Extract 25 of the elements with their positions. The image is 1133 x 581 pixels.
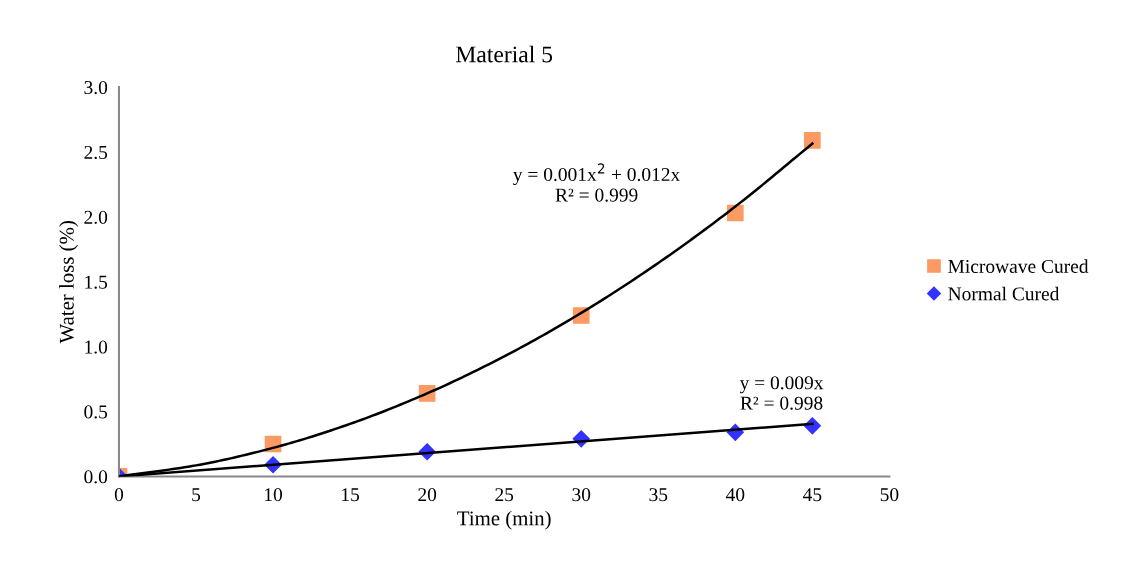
y-tick-label: 3.0 xyxy=(84,80,108,95)
x-tick-label: 15 xyxy=(342,488,360,502)
x-tick-label: 10 xyxy=(265,488,283,502)
annotation: y = 0.009x R² = 0.998 xyxy=(739,376,824,410)
annotation: y = 0.001x$^{2}$ + 0.012x R² = 0.999 xyxy=(513,163,681,202)
x-tick-label: 20 xyxy=(418,488,437,502)
y-axis-title: Water loss (%) xyxy=(59,221,78,344)
x-axis-title: Time (min) xyxy=(457,510,551,530)
x-tick-label: 5 xyxy=(192,488,201,502)
x-tick-label: 25 xyxy=(495,488,514,502)
y-tick-label: 1.0 xyxy=(85,340,108,354)
chart-title: Material 5 xyxy=(456,45,553,63)
x-tick-label: 40 xyxy=(725,488,745,502)
x-tick-label: 45 xyxy=(803,488,822,502)
legend-label: Microwave Cured xyxy=(948,259,1089,273)
x-tick-label: 35 xyxy=(649,488,668,502)
y-tick-label: 0.5 xyxy=(84,405,108,419)
y-tick-label: 1.5 xyxy=(85,275,108,289)
x-tick-label: 0 xyxy=(114,488,124,502)
legend-label: Normal Cured xyxy=(948,286,1060,301)
y-tick-label: 2.5 xyxy=(84,145,108,160)
y-tick-label: 2.0 xyxy=(84,210,108,224)
y-tick-label: 0.0 xyxy=(84,470,108,484)
x-tick-label: 30 xyxy=(572,488,591,502)
x-tick-label: 50 xyxy=(880,488,899,502)
